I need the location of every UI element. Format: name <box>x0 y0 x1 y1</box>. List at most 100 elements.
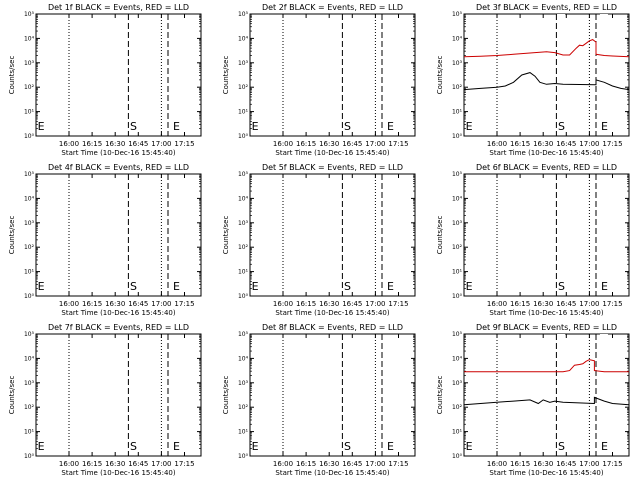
x-tick-label: 16:45 <box>128 140 148 148</box>
x-axis-label: Start Time (10-Dec-16 15:45:40) <box>61 469 175 477</box>
y-tick-label: 10⁵ <box>24 11 35 18</box>
x-tick-label: 16:15 <box>510 140 530 148</box>
x-tick-label: 16:15 <box>296 140 316 148</box>
x-axis-label: Start Time (10-Dec-16 15:45:40) <box>489 309 603 317</box>
y-tick-label: 10¹ <box>24 269 35 276</box>
x-tick-label: 17:15 <box>174 300 194 308</box>
event-marker: E <box>173 440 180 453</box>
x-tick-label: 16:30 <box>105 300 125 308</box>
y-tick-label: 10⁵ <box>452 331 463 338</box>
y-axis-label: Counts/sec <box>8 56 16 95</box>
y-tick-label: 10⁰ <box>238 293 249 300</box>
x-tick-label: 17:15 <box>388 140 408 148</box>
y-tick-label: 10⁵ <box>452 171 463 178</box>
y-tick-label: 10² <box>24 244 35 251</box>
plot-frame <box>35 173 202 297</box>
event-marker: E <box>173 120 180 133</box>
y-tick-label: 10⁰ <box>238 133 249 140</box>
x-tick-label: 17:00 <box>579 140 599 148</box>
x-tick-label: 16:30 <box>319 460 339 468</box>
y-tick-label: 10⁴ <box>452 35 463 42</box>
x-tick-label: 16:45 <box>342 140 362 148</box>
y-tick-label: 10⁴ <box>238 355 249 362</box>
y-axis-label: Counts/sec <box>8 216 16 255</box>
x-tick-label: 16:00 <box>487 300 507 308</box>
marker-top-mask <box>599 334 608 338</box>
y-tick-label: 10⁰ <box>24 453 35 460</box>
y-tick-label: 10⁵ <box>24 331 35 338</box>
chart-title: Det 6f BLACK = Events, RED = LLD <box>476 163 617 172</box>
event-marker: E <box>601 280 608 293</box>
y-tick-label: 10⁴ <box>24 195 35 202</box>
event-marker: E <box>466 120 473 133</box>
y-axis-label: Counts/sec <box>436 376 444 415</box>
y-tick-label: 10¹ <box>452 429 463 436</box>
y-tick-label: 10³ <box>452 60 463 67</box>
x-tick-label: 16:30 <box>533 300 553 308</box>
plot-frame <box>35 333 202 457</box>
x-tick-label: 17:15 <box>602 300 622 308</box>
event-marker: S <box>558 280 565 293</box>
y-tick-label: 10³ <box>24 220 35 227</box>
series-line <box>463 72 630 91</box>
x-tick-label: 16:45 <box>342 460 362 468</box>
event-marker: E <box>601 120 608 133</box>
y-tick-label: 10³ <box>24 60 35 67</box>
y-tick-label: 10² <box>238 84 249 91</box>
y-tick-label: 10³ <box>452 220 463 227</box>
chart-title: Det 2f BLACK = Events, RED = LLD <box>262 3 403 12</box>
x-tick-label: 16:30 <box>105 460 125 468</box>
event-marker: E <box>38 280 45 293</box>
x-axis-label: Start Time (10-Dec-16 15:45:40) <box>275 309 389 317</box>
y-tick-label: 10² <box>452 244 463 251</box>
event-marker: S <box>344 440 351 453</box>
y-tick-label: 10⁴ <box>452 195 463 202</box>
x-tick-label: 16:30 <box>319 300 339 308</box>
series-line <box>463 396 630 406</box>
event-marker: S <box>558 440 565 453</box>
marker-top-mask <box>557 334 566 338</box>
event-marker: E <box>466 280 473 293</box>
y-tick-label: 10⁰ <box>452 293 463 300</box>
event-marker: E <box>38 440 45 453</box>
plot-frame <box>463 13 630 137</box>
x-tick-label: 16:15 <box>82 300 102 308</box>
chart-title: Det 3f BLACK = Events, RED = LLD <box>476 3 617 12</box>
event-marker: E <box>387 280 394 293</box>
x-tick-label: 17:00 <box>365 460 385 468</box>
y-tick-label: 10² <box>24 84 35 91</box>
x-tick-label: 16:15 <box>296 460 316 468</box>
plot-frame <box>249 173 416 297</box>
chart-panel: Det 2f BLACK = Events, RED = LLD 10⁰ 10¹ 10… <box>222 3 416 157</box>
y-axis-label: Counts/sec <box>222 376 230 415</box>
y-tick-label: 10⁵ <box>452 11 463 18</box>
y-tick-label: 10⁵ <box>238 11 249 18</box>
chart-panel: Det 8f BLACK = Events, RED = LLD 10⁰ 10¹ 10… <box>222 323 416 477</box>
y-tick-label: 10⁰ <box>452 133 463 140</box>
chart-title: Det 8f BLACK = Events, RED = LLD <box>262 323 403 332</box>
y-tick-label: 10³ <box>238 220 249 227</box>
y-axis-label: Counts/sec <box>222 56 230 95</box>
x-tick-label: 17:00 <box>365 140 385 148</box>
x-tick-label: 16:45 <box>556 460 576 468</box>
x-tick-label: 17:00 <box>365 300 385 308</box>
plot-frame <box>463 173 630 297</box>
event-marker: E <box>252 440 259 453</box>
y-tick-label: 10¹ <box>238 109 249 116</box>
y-tick-label: 10⁰ <box>238 453 249 460</box>
y-tick-label: 10⁰ <box>452 453 463 460</box>
y-tick-label: 10³ <box>452 380 463 387</box>
event-marker: E <box>252 120 259 133</box>
x-tick-label: 16:45 <box>556 140 576 148</box>
x-tick-label: 17:15 <box>388 460 408 468</box>
series-line <box>464 359 629 373</box>
y-tick-label: 10⁵ <box>24 171 35 178</box>
event-marker: S <box>130 440 137 453</box>
chart-title: Det 1f BLACK = Events, RED = LLD <box>48 3 189 12</box>
y-tick-label: 10² <box>24 404 35 411</box>
event-marker: E <box>252 280 259 293</box>
y-tick-label: 10⁴ <box>238 35 249 42</box>
x-tick-label: 16:00 <box>273 140 293 148</box>
x-tick-label: 17:00 <box>579 460 599 468</box>
